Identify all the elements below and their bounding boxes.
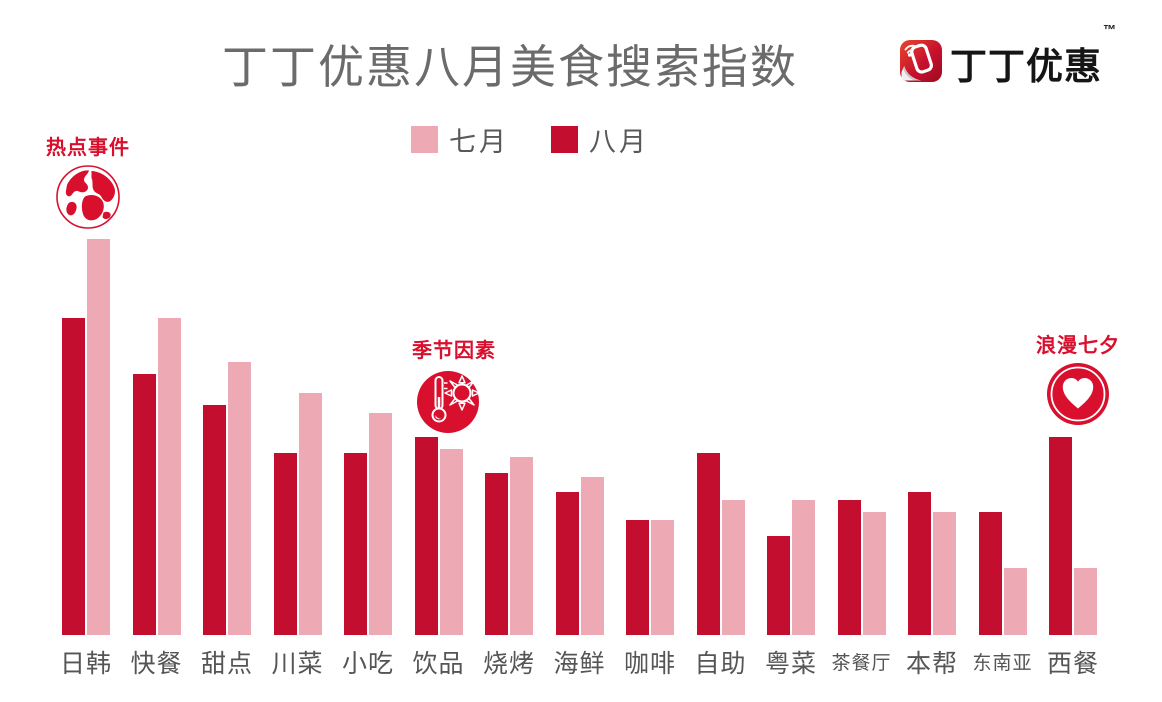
- category-label: 川菜: [271, 650, 324, 678]
- legend-label-july: 七月: [449, 127, 509, 157]
- bar-july: [298, 393, 322, 635]
- annotation-qixi: 浪漫七夕: [1036, 329, 1120, 431]
- thermometer-sun-icon: [412, 367, 496, 442]
- category-label: 本帮: [905, 650, 959, 678]
- category-label: 自助: [694, 650, 747, 678]
- bar-august: [62, 318, 85, 635]
- bar-august: [132, 373, 156, 635]
- bar-july: [721, 500, 745, 635]
- category-label: 小吃: [341, 650, 395, 678]
- bar-group: 川菜: [271, 239, 323, 678]
- bar-july: [439, 448, 463, 635]
- bar-group: 快餐: [130, 239, 182, 678]
- bar-august: [555, 492, 579, 635]
- legend-swatch-july: [411, 126, 438, 153]
- bar-july: [510, 456, 533, 635]
- bar-group: 自助: [694, 239, 746, 678]
- category-label: 茶餐厅: [831, 653, 892, 674]
- bar-august: [273, 452, 297, 635]
- annotation-season-factor: 季节因素: [412, 334, 496, 442]
- bar-july: [157, 318, 181, 635]
- category-label: 咖啡: [623, 650, 677, 678]
- trademark: ™: [1103, 22, 1117, 37]
- bar-august: [837, 500, 861, 635]
- bar-july: [862, 512, 886, 635]
- legend-label-august: 八月: [589, 127, 649, 157]
- category-label: 日韩: [59, 650, 113, 678]
- bar-august: [203, 405, 226, 635]
- bar-group: 海鲜: [553, 239, 605, 678]
- bar-group: 甜点: [201, 239, 252, 678]
- bar-july: [1074, 567, 1097, 635]
- bar-july: [1003, 567, 1027, 635]
- annotation-hot-event: 热点事件: [46, 131, 130, 235]
- bar-group: 咖啡: [624, 239, 675, 678]
- bar-august: [344, 452, 367, 635]
- bar-august: [1049, 437, 1072, 635]
- globe-icon: [46, 164, 130, 235]
- bar-group: 茶餐厅: [831, 239, 891, 674]
- annotation-hot-event-label: 热点事件: [46, 137, 130, 159]
- category-label: 西餐: [1046, 650, 1100, 678]
- legend-item-july: 七月: [411, 120, 509, 159]
- bar-august: [696, 452, 720, 635]
- brand-logo: 丁丁优惠™: [899, 22, 1117, 90]
- bar-group: 西餐: [1047, 239, 1098, 678]
- dingding-app-icon: [899, 39, 943, 88]
- category-label: 饮品: [412, 650, 465, 678]
- bar-july: [580, 476, 604, 635]
- category-label: 海鲜: [553, 650, 606, 678]
- bar-august: [626, 520, 649, 635]
- category-label: 粤菜: [764, 650, 818, 678]
- category-label: 东南亚: [972, 653, 1033, 674]
- bar-july: [87, 239, 110, 635]
- logo-text: 丁丁优惠™: [950, 22, 1117, 87]
- heart-icon: [1036, 362, 1120, 431]
- category-label: 烧烤: [482, 650, 536, 678]
- category-label: 甜点: [200, 650, 254, 678]
- bar-july: [228, 361, 251, 635]
- category-label: 快餐: [130, 650, 183, 678]
- bar-july: [651, 520, 674, 635]
- bar-group: 饮品: [412, 239, 464, 678]
- legend: 七月 八月: [411, 120, 649, 159]
- bar-july: [933, 512, 956, 635]
- plot-area: 日韩 快餐 甜点 川菜 小吃 饮品 烧烤 海鲜 咖啡 自助 粤菜 茶餐厅 本帮 东南亚 西餐: [60, 239, 1098, 678]
- bar-group: 粤菜: [765, 239, 816, 678]
- bar-july: [792, 500, 815, 635]
- bar-group: 日韩: [60, 239, 111, 678]
- bar-august: [908, 492, 931, 635]
- bar-group: 小吃: [342, 239, 393, 678]
- legend-item-august: 八月: [551, 120, 649, 159]
- annotation-season-factor-label: 季节因素: [412, 340, 496, 362]
- bar-july: [369, 413, 392, 635]
- bar-august: [485, 472, 508, 635]
- bar-group: 本帮: [906, 239, 957, 678]
- bar-august: [767, 536, 790, 635]
- page-title: 丁丁优惠八月美食搜索指数: [222, 41, 798, 93]
- legend-swatch-august: [551, 126, 578, 153]
- bar-group: 烧烤: [483, 239, 534, 678]
- bar-august: [414, 437, 438, 635]
- bar-august: [978, 512, 1002, 635]
- annotation-qixi-label: 浪漫七夕: [1036, 335, 1120, 357]
- bar-group: 东南亚: [972, 239, 1032, 674]
